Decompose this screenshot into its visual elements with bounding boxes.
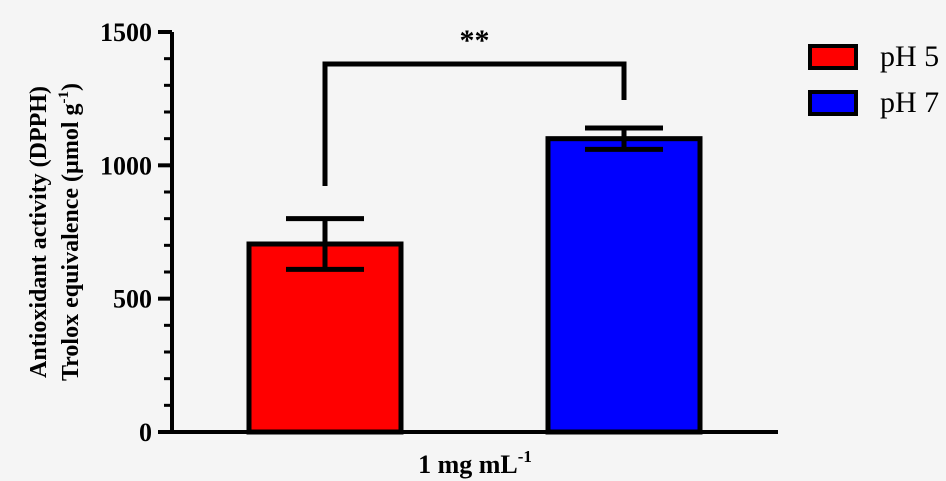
legend-label-ph-7: pH 7 — [880, 86, 939, 119]
y-axis-label-line2: Trolox equivalence (µmol g-1) — [56, 83, 84, 381]
y-tick-label: 500 — [113, 285, 152, 314]
y-tick-label: 1000 — [100, 151, 152, 180]
y-tick-label: 0 — [139, 418, 152, 447]
significance-bracket — [322, 61, 627, 186]
bar-ph-7 — [545, 136, 703, 435]
legend-label-ph-5: pH 5 — [880, 40, 939, 73]
y-axis-label-line1: Antioxidant activity (DPPH) — [26, 86, 52, 378]
bar-ph-5 — [246, 241, 404, 435]
legend-swatch-ph-5 — [808, 44, 858, 70]
y-tick-label: 1500 — [100, 18, 152, 47]
significance-label: ** — [460, 24, 490, 57]
legend-swatch-ph-7 — [808, 90, 858, 116]
x-axis-label: 1 mg mL-1 — [418, 447, 532, 479]
